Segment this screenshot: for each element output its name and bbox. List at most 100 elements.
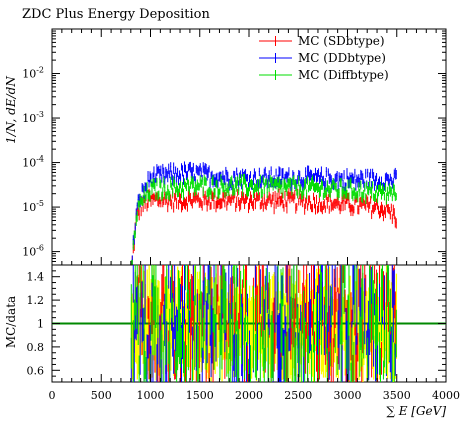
uncertainty-band [194,266,197,367]
uncertainty-band [231,295,233,362]
uncertainty-band [311,290,313,367]
series-1 [130,187,397,266]
uncertainty-band [314,278,317,352]
chart-title: ZDC Plus Energy Deposition [22,7,210,22]
uncertainty-band [138,297,140,376]
uncertainty-band [271,275,273,342]
uncertainty-band [244,269,246,365]
uncertainty-band [298,304,300,349]
uncertainty-band [386,278,389,379]
uncertainty-band [379,265,381,380]
ratio-y-axis-label: MC/data [4,296,18,348]
legend-label: MC (SDbtype) [298,34,385,48]
y-tick-label: 10-6 [22,244,44,259]
y-tick-label: 10-4 [22,155,44,170]
uncertainty-band [175,287,177,344]
uncertainty-band [344,294,346,376]
legend-label: MC (Diffbtype) [298,68,389,82]
uncertainty-band [269,278,271,378]
uncertainty-band [332,299,335,342]
uncertainty-band [162,287,164,353]
uncertainty-band [131,293,134,380]
uncertainty-band [136,295,138,380]
x-tick-label: 500 [91,389,112,402]
uncertainty-band [266,294,269,348]
uncertainty-band [170,270,172,371]
uncertainty-band [216,303,218,367]
x-tick-label: 3000 [334,389,362,402]
uncertainty-band [292,283,294,356]
uncertainty-band [192,305,195,380]
legend-label: MC (DDbtype) [298,51,386,65]
uncertainty-band [156,285,158,381]
uncertainty-band [208,289,210,382]
uncertainty-band [199,301,202,362]
uncertainty-band [251,285,254,369]
x-tick-label: 1500 [186,389,214,402]
uncertainty-band [243,297,245,346]
main-plot-frame [51,28,447,266]
main-series-layer [130,161,397,266]
uncertainty-band [283,293,285,348]
uncertainty-band [358,279,360,381]
uncertainty-band [217,294,219,358]
uncertainty-band [275,291,277,346]
uncertainty-band [343,299,345,351]
uncertainty-band [387,304,390,364]
series-2 [130,161,397,266]
uncertainty-band [253,298,256,351]
y-tick-label: 10-5 [22,199,44,214]
x-tick-label: 4000 [432,389,460,402]
ratio-y-tick-label: 1.2 [27,294,45,307]
ratio-y-tick-label: 1.4 [27,271,45,284]
uncertainty-band [145,299,147,363]
uncertainty-band [317,274,320,361]
uncertainty-band [393,305,396,353]
y-tick-label: 10-2 [22,66,44,81]
uncertainty-band [288,268,290,342]
uncertainty-band [322,287,325,378]
uncertainty-band [249,300,252,369]
uncertainty-band [326,268,329,347]
ratio-y-tick-label: 0.6 [27,364,45,377]
ratio-y-tick-label: 1 [37,318,44,331]
y-tick-label: 10-3 [22,110,44,125]
uncertainty-band [185,292,188,359]
uncertainty-band [265,278,268,362]
ratio-series-3 [130,265,397,382]
x-tick-label: 0 [49,389,56,402]
x-axis: 0 500 1000 1500 2000 2500 3000 3500 4000 [49,29,460,402]
series-3 [130,173,397,266]
ratio-series-layer [52,265,446,382]
uncertainty-band [186,266,189,367]
uncertainty-band [391,272,394,349]
uncertainty-band [382,274,385,377]
uncertainty-band [248,298,250,345]
uncertainty-band [336,298,338,364]
uncertainty-band [167,285,169,372]
x-tick-label: 1000 [137,389,165,402]
uncertainty-band [363,291,365,366]
uncertainty-band [342,296,344,343]
uncertainty-band [331,296,334,368]
uncertainty-band [259,274,262,363]
uncertainty-band [307,273,309,353]
x-tick-label: 2000 [235,389,263,402]
x-axis-label: ∑ E [GeV] [386,404,446,418]
uncertainty-band [314,281,316,351]
uncertainty-band [227,292,229,374]
uncertainty-band [158,281,160,376]
ratio-y-tick-label: 0.8 [27,341,45,354]
uncertainty-band [353,296,355,367]
uncertainty-band [380,287,382,373]
main-y-axis-label: 1/N, dE/dN [4,76,18,144]
uncertainty-band [204,272,206,370]
uncertainty-band [222,299,224,360]
uncertainty-band [181,266,183,353]
uncertainty-band [357,265,359,361]
uncertainty-band [146,269,148,375]
x-tick-label: 3500 [383,389,411,402]
uncertainty-band [197,279,200,361]
